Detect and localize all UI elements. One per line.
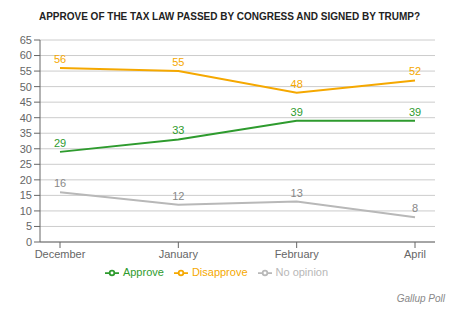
svg-text:0: 0 [26, 236, 32, 248]
html-text:Gallup Poll: Gallup Poll [396, 293, 445, 304]
svg-text:45: 45 [20, 96, 32, 108]
html-text:No opinion: No opinion [275, 266, 329, 278]
html-text:Approve: Approve [122, 266, 164, 278]
svg-text:33: 33 [172, 124, 184, 136]
svg-text:8: 8 [412, 202, 418, 214]
html-text:APPROVE OF THE TAX LAW PASSED: APPROVE OF THE TAX LAW PASSED BY CONGRES… [38, 11, 421, 22]
svg-text:20: 20 [20, 174, 32, 186]
svg-text:65: 65 [20, 34, 32, 46]
svg-text:February: February [275, 248, 320, 260]
svg-text:16: 16 [54, 177, 66, 189]
svg-text:29: 29 [54, 137, 66, 149]
svg-text:55: 55 [20, 65, 32, 77]
svg-text:5: 5 [26, 220, 32, 232]
svg-text:13: 13 [291, 187, 303, 199]
svg-text:39: 39 [291, 106, 303, 118]
svg-text:35: 35 [20, 127, 32, 139]
svg-text:25: 25 [20, 158, 32, 170]
svg-text:48: 48 [291, 78, 303, 90]
svg-text:April: April [404, 248, 426, 260]
svg-text:50: 50 [20, 81, 32, 93]
svg-text:12: 12 [172, 190, 184, 202]
svg-text:60: 60 [20, 49, 32, 61]
svg-text:52: 52 [409, 65, 421, 77]
svg-text:39: 39 [409, 106, 421, 118]
svg-text:56: 56 [54, 53, 66, 65]
html-text:Disapprove: Disapprove [191, 266, 248, 278]
svg-text:40: 40 [20, 112, 32, 124]
svg-text:January: January [159, 248, 199, 260]
svg-text:10: 10 [20, 205, 32, 217]
svg-text:15: 15 [20, 189, 32, 201]
svg-text:30: 30 [20, 143, 32, 155]
svg-text:55: 55 [172, 56, 184, 68]
svg-text:December: December [35, 248, 86, 260]
